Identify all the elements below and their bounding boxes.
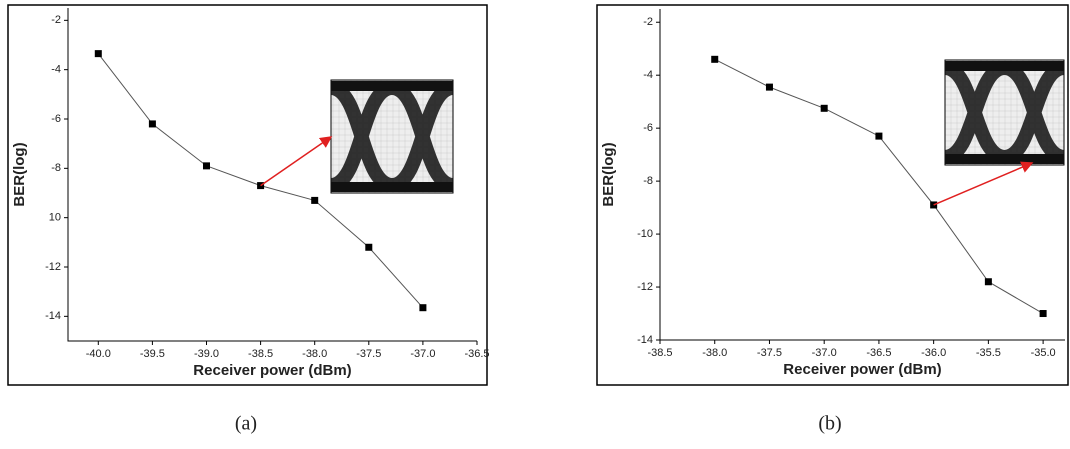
- y-tick-label: -6: [643, 122, 653, 134]
- data-point: [711, 56, 718, 63]
- data-point: [419, 304, 426, 311]
- caption: (a): [235, 413, 257, 435]
- y-tick-label: -8: [51, 162, 61, 174]
- data-point: [1040, 310, 1047, 317]
- inset-arrow: [934, 163, 1032, 205]
- x-tick-label: -39.5: [140, 348, 165, 360]
- x-tick-label: -37.0: [410, 348, 435, 360]
- x-tick-label: -35.5: [976, 347, 1001, 359]
- caption: (b): [818, 413, 841, 435]
- y-axis-title: BER(log): [600, 142, 617, 206]
- y-tick-label: -8: [643, 175, 653, 187]
- data-point: [95, 50, 102, 57]
- x-tick-label: -36.5: [866, 347, 891, 359]
- y-tick-label: -2: [643, 16, 653, 28]
- x-axis-title: Receiver power (dBm): [193, 362, 351, 379]
- figure: -2 -4 -6 -8 10 -12 -14 -40.0 -39.5 -39.0 -38.5 -38.…: [0, 0, 1070, 444]
- x-tick-label: -37.5: [356, 348, 381, 360]
- y-tick-label: -4: [643, 69, 653, 81]
- x-tick-label: -39.0: [194, 348, 219, 360]
- x-tick-label: -38.0: [302, 348, 327, 360]
- data-point: [875, 133, 882, 140]
- y-tick-label: -12: [45, 261, 61, 273]
- data-point: [149, 120, 156, 127]
- x-tick-label: -38.5: [647, 347, 672, 359]
- x-tick-label: -38.0: [702, 347, 727, 359]
- y-tick-label: -10: [637, 228, 653, 240]
- x-tick-label: -36.5: [464, 348, 489, 360]
- x-tick-label: -37.0: [812, 347, 837, 359]
- x-axis-title: Receiver power (dBm): [783, 361, 941, 378]
- data-point: [365, 244, 372, 251]
- y-tick-label: -14: [45, 310, 61, 322]
- y-axis-title: BER(log): [11, 142, 28, 206]
- y-tick-label: -14: [637, 334, 653, 346]
- x-tick-label: -36.0: [921, 347, 946, 359]
- y-tick-label: -12: [637, 281, 653, 293]
- data-point: [985, 278, 992, 285]
- data-point: [821, 105, 828, 112]
- page: {"chart_data": [ {"type": "line", "capti…: [0, 0, 1070, 449]
- y-tick-label: -6: [51, 113, 61, 125]
- x-tick-label: -40.0: [86, 348, 111, 360]
- x-tick-label: -35.0: [1031, 347, 1056, 359]
- panel-frame: [8, 5, 487, 385]
- data-point: [203, 162, 210, 169]
- inset-arrow: [261, 137, 331, 186]
- y-tick-label: -4: [51, 64, 61, 76]
- y-tick-label: 10: [49, 212, 61, 224]
- x-tick-label: -37.5: [757, 347, 782, 359]
- y-tick-label: -2: [51, 14, 61, 26]
- data-point: [311, 197, 318, 204]
- data-point: [766, 84, 773, 91]
- x-tick-label: -38.5: [248, 348, 273, 360]
